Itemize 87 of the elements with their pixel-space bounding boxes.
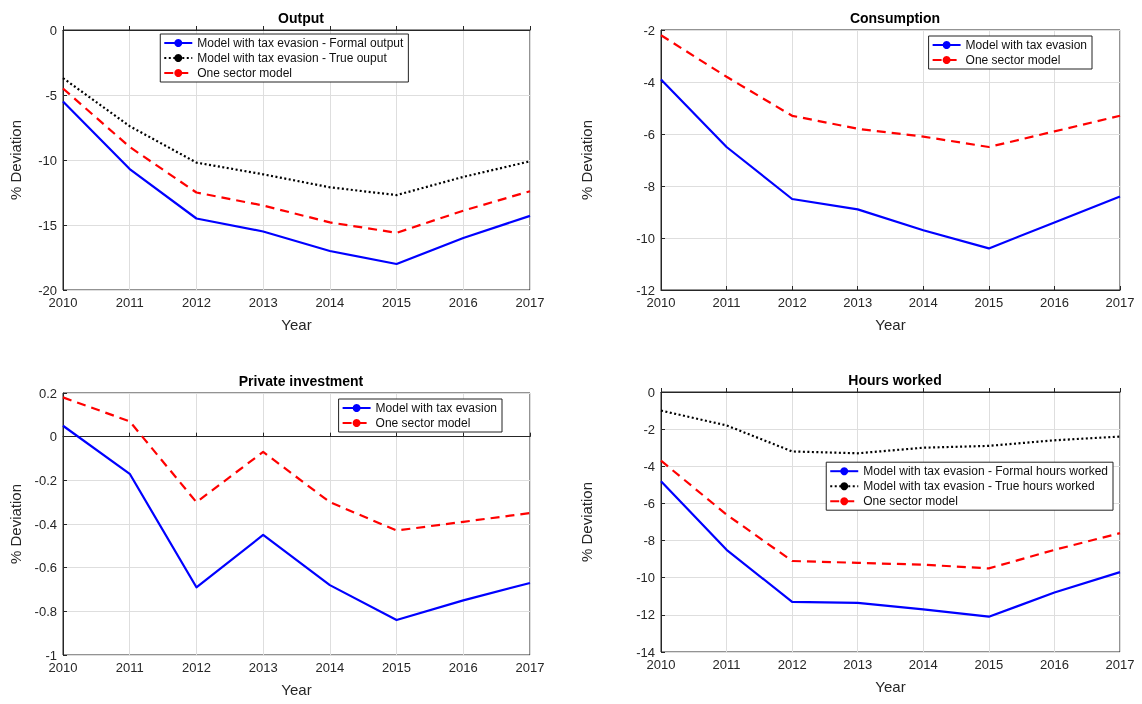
x-tick-label: 2014: [315, 295, 345, 310]
x-tick-label: 2016: [1039, 657, 1069, 672]
y-tick-label: -0.2: [34, 472, 57, 488]
y-tick-label: -10: [636, 230, 655, 246]
y-tick-label: -20: [38, 282, 57, 298]
y-tick-label: 0: [49, 22, 57, 38]
y-tick-label: -8: [643, 178, 655, 194]
x-tick-label: 2013: [248, 660, 278, 675]
line-series: [659, 459, 1122, 570]
y-tick-label: -8: [643, 533, 655, 549]
y-tick-label: -10: [636, 570, 655, 586]
legend-label: One sector model: [965, 53, 1061, 67]
y-tick-label: -14: [636, 644, 655, 660]
y-axis-title: % Deviation: [578, 119, 595, 201]
y-tick-label: 0: [647, 384, 655, 400]
y-tick-label: -4: [643, 74, 655, 90]
line-series: [659, 78, 1122, 250]
y-tick-label: 0: [49, 429, 57, 445]
legend-label: Model with tax evasion: [965, 38, 1088, 52]
y-tick-label: -4: [643, 458, 655, 474]
x-tick-label: 2011: [712, 295, 741, 310]
y-tick-label: -6: [643, 126, 655, 142]
y-tick-label: -6: [643, 495, 655, 511]
x-tick-label: 2015: [382, 295, 412, 310]
line-series: [61, 87, 532, 234]
x-axis-title: Year: [875, 316, 906, 333]
y-tick-label: -0.6: [34, 560, 57, 576]
line-series: [61, 100, 532, 266]
x-tick-label: 2011: [115, 295, 144, 310]
x-tick-label: 2010: [646, 295, 676, 310]
x-tick-label: 2013: [843, 295, 873, 310]
x-tick-label: 2017: [515, 660, 545, 675]
y-tick-label: -5: [45, 87, 57, 103]
y-tick-label: -15: [38, 217, 57, 233]
legend-label: One sector model: [863, 494, 958, 509]
x-tick-label: 2010: [48, 660, 78, 675]
x-tick-label: 2014: [908, 295, 938, 310]
x-tick-label: 2010: [646, 657, 676, 672]
x-tick-label: 2014: [908, 657, 938, 672]
x-tick-label: 2011: [712, 657, 741, 672]
x-tick-label: 2012: [181, 660, 211, 675]
chart-title: Private investment: [238, 373, 364, 389]
y-tick-label: -10: [38, 152, 57, 168]
y-tick-label: -0.4: [34, 516, 57, 532]
x-tick-label: 2011: [115, 660, 144, 675]
x-axis-title: Year: [281, 316, 312, 333]
x-tick-label: 2017: [1105, 657, 1135, 672]
y-tick-label: -2: [643, 421, 655, 437]
y-tick-label: -1: [45, 647, 57, 663]
chart-title: Hours worked: [848, 372, 942, 388]
y-axis-title: % Deviation: [7, 483, 24, 565]
x-tick-label: 2016: [448, 295, 478, 310]
legend-label: Model with tax evasion - True hours worked: [863, 479, 1095, 494]
y-tick-label: -12: [636, 607, 655, 623]
x-tick-label: 2017: [515, 295, 545, 310]
line-series: [659, 34, 1122, 149]
chart-title: Consumption: [849, 10, 941, 26]
legend-label: Model with tax evasion - Formal hours worked: [863, 464, 1108, 479]
x-tick-label: 2014: [315, 660, 345, 675]
x-tick-label: 2013: [248, 295, 278, 310]
legend-label: Model with tax evasion - Formal output: [197, 36, 405, 50]
line-series: [659, 480, 1122, 618]
x-tick-label: 2010: [48, 295, 78, 310]
y-axis-title: % Deviation: [578, 481, 595, 563]
y-tick-label: -12: [636, 282, 655, 298]
x-tick-label: 2012: [181, 295, 211, 310]
legend-label: Model with tax evasion: [375, 401, 498, 415]
y-tick-label: -2: [643, 22, 655, 38]
legend-label: One sector model: [197, 66, 292, 80]
x-tick-label: 2012: [777, 295, 807, 310]
y-tick-label: 0.2: [38, 385, 57, 401]
x-tick-label: 2015: [382, 660, 412, 675]
y-tick-label: -0.8: [34, 603, 57, 619]
line-series: [659, 409, 1122, 455]
chart-title: Output: [278, 10, 325, 26]
x-tick-label: 2015: [974, 657, 1004, 672]
x-tick-label: 2016: [448, 660, 478, 675]
x-tick-label: 2016: [1039, 295, 1069, 310]
x-axis-title: Year: [875, 678, 906, 695]
y-axis-title: % Deviation: [7, 119, 24, 201]
x-axis-title: Year: [281, 681, 312, 698]
x-tick-label: 2017: [1105, 295, 1135, 310]
legend-label: One sector model: [375, 416, 471, 430]
x-tick-label: 2012: [777, 657, 807, 672]
x-tick-label: 2015: [974, 295, 1004, 310]
x-tick-label: 2013: [843, 657, 873, 672]
legend-label: Model with tax evasion - True ouput: [197, 51, 388, 65]
